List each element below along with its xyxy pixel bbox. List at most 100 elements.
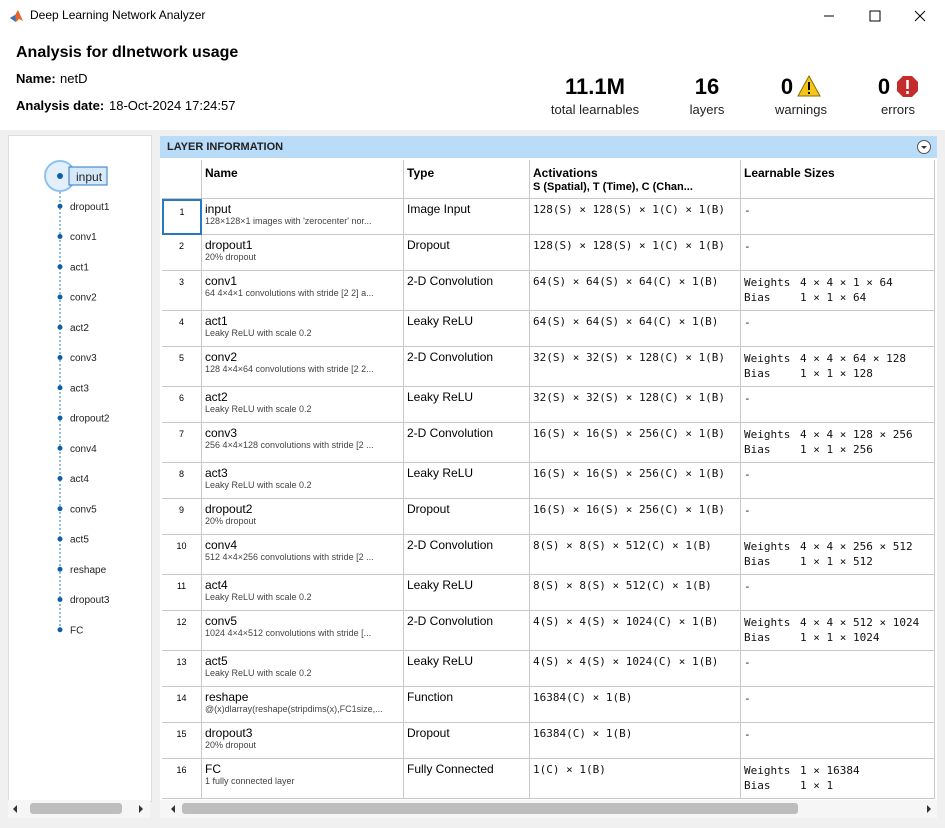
name-cell[interactable]: conv4 512 4×4×256 convolutions with strid… [202,535,404,575]
scroll-arrows[interactable] [8,800,150,818]
name-cell[interactable]: conv1 64 4×4×1 convolutions with stride [… [202,271,404,311]
activations-cell[interactable]: 16384(C) × 1(B) [530,723,741,759]
learnables-cell[interactable]: - [741,235,935,271]
node-label: dropout3 [70,595,110,606]
type-cell[interactable]: 2-D Convolution [404,271,530,311]
activations-cell[interactable]: 4(S) × 4(S) × 1024(C) × 1(B) [530,651,741,687]
type-cell[interactable]: 2-D Convolution [404,535,530,575]
learnables-cell[interactable]: - [741,499,935,535]
name-cell[interactable]: FC 1 fully connected layer [202,759,404,799]
column-header[interactable]: Learnable Sizes [741,160,935,199]
activations-cell[interactable]: 16(S) × 16(S) × 256(C) × 1(B) [530,499,741,535]
node-label: act4 [70,474,89,485]
learnables-cell[interactable]: Weights 4 × 4 × 64 × 128 Bias 1 × 1 × 128 [741,347,935,387]
learnables-cell[interactable]: Weights 1 × 16384 Bias 1 × 1 [741,759,935,799]
row-index[interactable]: 1 [162,199,202,235]
layer-description: @(x)dlarray(reshape(stripdims(x),FC1size… [205,704,383,714]
type-cell[interactable]: Fully Connected [404,759,530,799]
row-index[interactable]: 2 [162,235,202,271]
activations-cell[interactable]: 128(S) × 128(S) × 1(C) × 1(B) [530,235,741,271]
name-cell[interactable]: dropout1 20% dropout [202,235,404,271]
layer-name: act1 [205,314,228,328]
name-cell[interactable]: conv3 256 4×4×128 convolutions with strid… [202,423,404,463]
row-index[interactable]: 8 [162,463,202,499]
row-index[interactable]: 13 [162,651,202,687]
row-index[interactable]: 10 [162,535,202,575]
name-cell[interactable]: act2 Leaky ReLU with scale 0.2 [202,387,404,423]
row-index[interactable]: 15 [162,723,202,759]
table-scrollbar[interactable] [160,800,937,818]
type-cell[interactable]: Dropout [404,235,530,271]
left-scrollbar[interactable] [8,800,150,818]
type-cell[interactable]: Leaky ReLU [404,463,530,499]
type-cell[interactable]: Leaky ReLU [404,651,530,687]
activations-cell[interactable]: 4(S) × 4(S) × 1024(C) × 1(B) [530,611,741,651]
learnables-cell[interactable]: Weights 4 × 4 × 128 × 256 Bias 1 × 1 × 256 [741,423,935,463]
row-index[interactable]: 16 [162,759,202,799]
activations-cell[interactable]: 16384(C) × 1(B) [530,687,741,723]
window-controls[interactable] [815,6,940,26]
type-cell[interactable]: Leaky ReLU [404,575,530,611]
name-cell[interactable]: act5 Leaky ReLU with scale 0.2 [202,651,404,687]
row-index[interactable]: 9 [162,499,202,535]
type-cell[interactable]: Image Input [404,199,530,235]
row-index[interactable]: 3 [162,271,202,311]
row-index[interactable]: 6 [162,387,202,423]
app-icon [10,10,23,22]
activations-cell[interactable]: 32(S) × 32(S) × 128(C) × 1(B) [530,387,741,423]
learnables-cell[interactable]: - [741,463,935,499]
activations-cell[interactable]: 32(S) × 32(S) × 128(C) × 1(B) [530,347,741,387]
learnables-cell[interactable]: - [741,199,935,235]
type-cell[interactable]: 2-D Convolution [404,347,530,387]
row-index[interactable]: 11 [162,575,202,611]
row-index[interactable]: 5 [162,347,202,387]
type-cell[interactable]: Leaky ReLU [404,311,530,347]
row-index[interactable]: 14 [162,687,202,723]
column-header[interactable]: Name [202,160,404,199]
scroll-arrows[interactable] [160,800,937,818]
row-index[interactable]: 7 [162,423,202,463]
name-cell[interactable]: reshape @(x)dlarray(reshape(stripdims(x),… [202,687,404,723]
learnables-cell[interactable]: - [741,723,935,759]
type-cell[interactable]: Dropout [404,499,530,535]
table-title-bar: LAYER INFORMATION [160,136,937,158]
activations-cell[interactable]: 16(S) × 16(S) × 256(C) × 1(B) [530,463,741,499]
learnables-cell[interactable]: - [741,687,935,723]
name-cell[interactable]: act4 Leaky ReLU with scale 0.2 [202,575,404,611]
scroll-thumb[interactable] [182,803,798,814]
learnables-cell[interactable]: - [741,575,935,611]
activations-cell[interactable]: 1(C) × 1(B) [530,759,741,799]
column-header[interactable]: Type [404,160,530,199]
column-header[interactable]: Activations S (Spatial), T (Time), C (Cha… [530,160,741,199]
collapse-button[interactable] [916,139,932,155]
name-cell[interactable]: act3 Leaky ReLU with scale 0.2 [202,463,404,499]
activations-cell[interactable]: 16(S) × 16(S) × 256(C) × 1(B) [530,423,741,463]
row-index[interactable]: 4 [162,311,202,347]
learnables-cell[interactable]: Weights 4 × 4 × 512 × 1024 Bias 1 × 1 × 102… [741,611,935,651]
name-cell[interactable]: act1 Leaky ReLU with scale 0.2 [202,311,404,347]
learnables-cell[interactable]: - [741,651,935,687]
type-cell[interactable]: Function [404,687,530,723]
type-cell[interactable]: Dropout [404,723,530,759]
learnables-cell[interactable]: Weights 4 × 4 × 256 × 512 Bias 1 × 1 × 512 [741,535,935,575]
row-index[interactable]: 12 [162,611,202,651]
activations-cell[interactable]: 8(S) × 8(S) × 512(C) × 1(B) [530,535,741,575]
learnables-cell[interactable]: - [741,311,935,347]
name-cell[interactable]: input 128×128×1 images with 'zerocenter' … [202,199,404,235]
activations-cell[interactable]: 8(S) × 8(S) × 512(C) × 1(B) [530,575,741,611]
name-cell[interactable]: conv5 1024 4×4×512 convolutions with stri… [202,611,404,651]
title-bar: Deep Learning Network Analyzer [0,0,945,32]
type-cell[interactable]: 2-D Convolution [404,423,530,463]
learnables-cell[interactable]: - [741,387,935,423]
scroll-thumb[interactable] [30,803,122,814]
name-cell[interactable]: conv2 128 4×4×64 convolutions with stride… [202,347,404,387]
type-cell[interactable]: Leaky ReLU [404,387,530,423]
name-cell[interactable]: dropout3 20% dropout [202,723,404,759]
learnables-cell[interactable]: Weights 4 × 4 × 1 × 64 Bias 1 × 1 × 64 [741,271,935,311]
name-cell[interactable]: dropout2 20% dropout [202,499,404,535]
layer-name: conv5 [205,614,238,628]
activations-cell[interactable]: 64(S) × 64(S) × 64(C) × 1(B) [530,311,741,347]
type-cell[interactable]: 2-D Convolution [404,611,530,651]
activations-cell[interactable]: 64(S) × 64(S) × 64(C) × 1(B) [530,271,741,311]
activations-cell[interactable]: 128(S) × 128(S) × 1(C) × 1(B) [530,199,741,235]
